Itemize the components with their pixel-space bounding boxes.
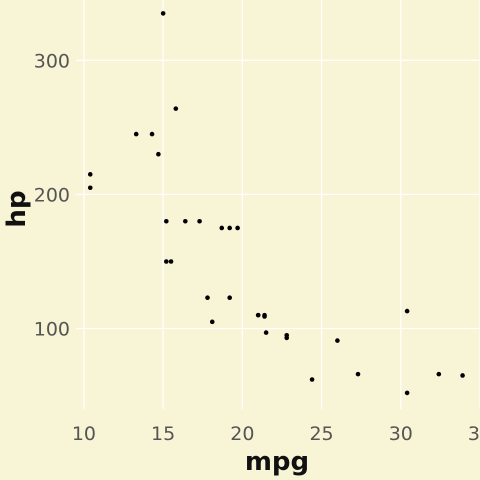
x-axis-title: mpg [245,447,309,477]
x-tick-label: 35 [468,423,480,445]
y-tick-label: 200 [34,184,70,206]
data-point [227,225,232,231]
data-point [209,319,215,325]
data-point [227,295,232,300]
data-point [404,390,410,396]
x-tick-label: 30 [389,423,413,445]
grid [76,0,480,409]
data-point [183,218,188,224]
data-point [168,259,174,264]
data-point [263,330,269,335]
data-point [404,308,410,314]
x-tick-label: 10 [72,423,96,445]
data-point [460,373,465,378]
data-point [205,295,210,300]
data-point [436,371,442,377]
data-point [255,312,261,318]
data-point [156,151,161,157]
data-point [87,172,93,177]
x-axis-ticks: 10 15 20 25 30 35 [72,423,480,445]
y-tick-label: 100 [34,319,70,341]
x-tick-label: 15 [151,423,175,445]
data-point [173,106,179,111]
data-point [335,338,340,343]
data-point [355,371,361,377]
data-point [262,314,267,319]
data-point [160,11,166,16]
data-points [87,11,465,396]
data-point [309,377,315,382]
x-tick-label: 20 [230,423,254,445]
y-axis-ticks: 100 200 300 [34,50,70,340]
data-point [164,259,169,264]
y-tick-label: 300 [34,50,70,72]
data-point [219,225,225,231]
data-point [133,131,139,137]
x-tick-label: 25 [309,423,333,445]
data-point [164,218,169,224]
y-axis-title: hp [2,190,32,227]
data-point [149,131,155,137]
data-point [235,225,240,231]
data-point [284,332,290,338]
data-point [87,185,93,191]
data-point [197,218,202,224]
